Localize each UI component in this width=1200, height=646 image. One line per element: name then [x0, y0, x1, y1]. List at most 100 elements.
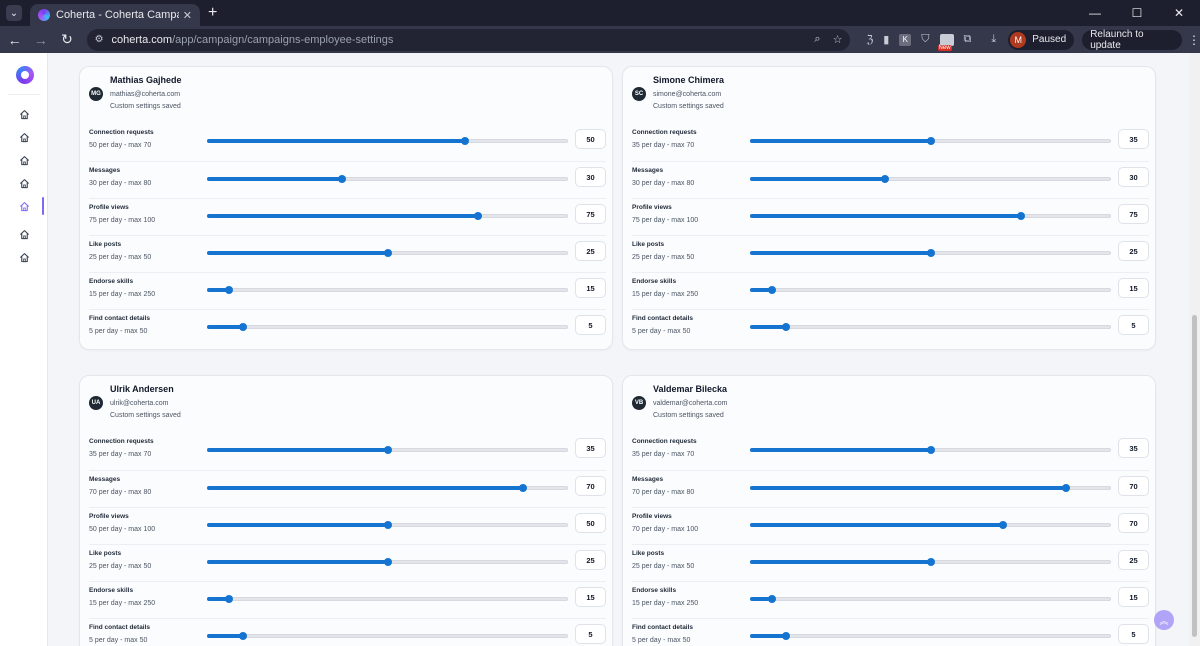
coherta-logo[interactable]: [16, 66, 34, 84]
slider-thumb[interactable]: [782, 323, 790, 331]
find-contact-details-value-input[interactable]: 5: [1118, 315, 1149, 335]
like-posts-value-input[interactable]: 25: [1118, 550, 1149, 570]
slider-thumb[interactable]: [927, 249, 935, 257]
slider-track[interactable]: [207, 177, 568, 181]
slider-thumb[interactable]: [999, 521, 1007, 529]
like-posts-slider[interactable]: [207, 249, 568, 257]
sidebar-item-3[interactable]: [0, 149, 48, 171]
connection-requests-slider[interactable]: [207, 446, 568, 454]
find-contact-details-value-input[interactable]: 5: [1118, 624, 1149, 644]
find-contact-details-slider[interactable]: [750, 323, 1111, 331]
video-camera-icon[interactable]: ▮: [883, 34, 890, 46]
shield-extension-icon[interactable]: ⛉: [921, 33, 930, 45]
reload-icon[interactable]: ↻: [61, 31, 73, 47]
minimize-icon[interactable]: —: [1089, 6, 1101, 20]
profile-views-value-input[interactable]: 70: [1118, 513, 1149, 533]
slider-track[interactable]: [207, 325, 568, 329]
zoom-magnifier-icon[interactable]: ⌕: [814, 33, 821, 45]
tab-search-chevron-icon[interactable]: ⌄: [6, 5, 22, 21]
slider-track[interactable]: [750, 177, 1111, 181]
more-menu-icon[interactable]: ⋮: [1188, 32, 1200, 47]
like-posts-value-input[interactable]: 25: [575, 241, 606, 261]
find-contact-details-value-input[interactable]: 5: [575, 315, 606, 335]
slider-thumb[interactable]: [768, 286, 776, 294]
messages-value-input[interactable]: 30: [575, 167, 606, 187]
endorse-skills-value-input[interactable]: 15: [575, 587, 606, 607]
scroll-to-top-button[interactable]: ︽: [1154, 610, 1174, 630]
sidebar-item-2[interactable]: [0, 126, 48, 148]
endorse-skills-slider[interactable]: [750, 286, 1111, 294]
like-posts-slider[interactable]: [207, 558, 568, 566]
maximize-icon[interactable]: ☐: [1131, 6, 1143, 20]
like-posts-value-input[interactable]: 25: [1118, 241, 1149, 261]
profile-views-slider[interactable]: [207, 521, 568, 529]
sidebar-item-6[interactable]: [0, 223, 48, 245]
profile-views-slider[interactable]: [750, 521, 1111, 529]
profile-views-value-input[interactable]: 75: [575, 204, 606, 224]
sidebar-item-7[interactable]: [0, 246, 48, 268]
messages-slider[interactable]: [750, 175, 1111, 183]
bookmark-star-icon[interactable]: ☆: [832, 34, 843, 46]
slider-thumb[interactable]: [927, 558, 935, 566]
like-posts-slider[interactable]: [750, 249, 1111, 257]
sidebar-item-4[interactable]: [0, 172, 48, 194]
puzzle-extensions-icon[interactable]: ⧉: [963, 33, 972, 45]
profile-views-slider[interactable]: [207, 212, 568, 220]
slider-thumb[interactable]: [1017, 212, 1025, 220]
slider-thumb[interactable]: [461, 137, 469, 145]
endorse-skills-slider[interactable]: [750, 595, 1111, 603]
slider-thumb[interactable]: [384, 521, 392, 529]
browser-tab[interactable]: Coherta - Coherta Campaigns ✕: [30, 4, 200, 26]
scrollbar-thumb[interactable]: [1192, 315, 1197, 637]
profile-button[interactable]: M Paused: [1008, 29, 1075, 50]
messages-value-input[interactable]: 70: [1118, 476, 1149, 496]
slider-track[interactable]: [750, 634, 1111, 638]
slider-thumb[interactable]: [927, 137, 935, 145]
sidebar-item-1[interactable]: [0, 103, 48, 125]
k-extension-icon[interactable]: K: [899, 33, 912, 46]
slider-thumb[interactable]: [1062, 484, 1070, 492]
find-contact-details-slider[interactable]: [207, 632, 568, 640]
new-extension-icon[interactable]: New: [937, 33, 954, 51]
like-posts-value-input[interactable]: 25: [575, 550, 606, 570]
page-scrollbar[interactable]: [1189, 53, 1200, 646]
messages-slider[interactable]: [207, 175, 568, 183]
forward-arrow-icon[interactable]: →: [33, 31, 48, 48]
find-contact-details-slider[interactable]: [207, 323, 568, 331]
relaunch-to-update-button[interactable]: Relaunch to update: [1082, 29, 1182, 51]
slider-thumb[interactable]: [927, 446, 935, 454]
messages-value-input[interactable]: 30: [1118, 167, 1149, 187]
endorse-skills-value-input[interactable]: 15: [1118, 587, 1149, 607]
slider-thumb[interactable]: [782, 632, 790, 640]
close-tab-icon[interactable]: ✕: [182, 9, 192, 22]
slider-track[interactable]: [207, 288, 568, 292]
connection-requests-slider[interactable]: [207, 137, 568, 145]
connection-requests-value-input[interactable]: 35: [1118, 129, 1149, 149]
back-arrow-icon[interactable]: ←: [7, 31, 22, 48]
endorse-skills-value-input[interactable]: 15: [1118, 278, 1149, 298]
connection-requests-slider[interactable]: [750, 137, 1111, 145]
address-bar[interactable]: ⚙ coherta.com /app/campaign/campaigns-em…: [86, 28, 851, 51]
slider-track[interactable]: [207, 634, 568, 638]
endorse-skills-slider[interactable]: [207, 595, 568, 603]
like-posts-slider[interactable]: [750, 558, 1111, 566]
download-icon[interactable]: ⤓: [991, 33, 997, 45]
connection-requests-value-input[interactable]: 35: [1118, 438, 1149, 458]
messages-value-input[interactable]: 70: [575, 476, 606, 496]
endorse-skills-value-input[interactable]: 15: [575, 278, 606, 298]
slider-track[interactable]: [750, 288, 1111, 292]
slider-thumb[interactable]: [338, 175, 346, 183]
translate-extension-icon[interactable]: ℨ: [866, 34, 874, 46]
connection-requests-slider[interactable]: [750, 446, 1111, 454]
slider-thumb[interactable]: [225, 286, 233, 294]
find-contact-details-slider[interactable]: [750, 632, 1111, 640]
endorse-skills-slider[interactable]: [207, 286, 568, 294]
profile-views-value-input[interactable]: 75: [1118, 204, 1149, 224]
slider-thumb[interactable]: [239, 323, 247, 331]
slider-thumb[interactable]: [384, 446, 392, 454]
messages-slider[interactable]: [207, 484, 568, 492]
slider-thumb[interactable]: [225, 595, 233, 603]
slider-thumb[interactable]: [384, 558, 392, 566]
close-window-icon[interactable]: ✕: [1173, 6, 1185, 20]
slider-thumb[interactable]: [384, 249, 392, 257]
